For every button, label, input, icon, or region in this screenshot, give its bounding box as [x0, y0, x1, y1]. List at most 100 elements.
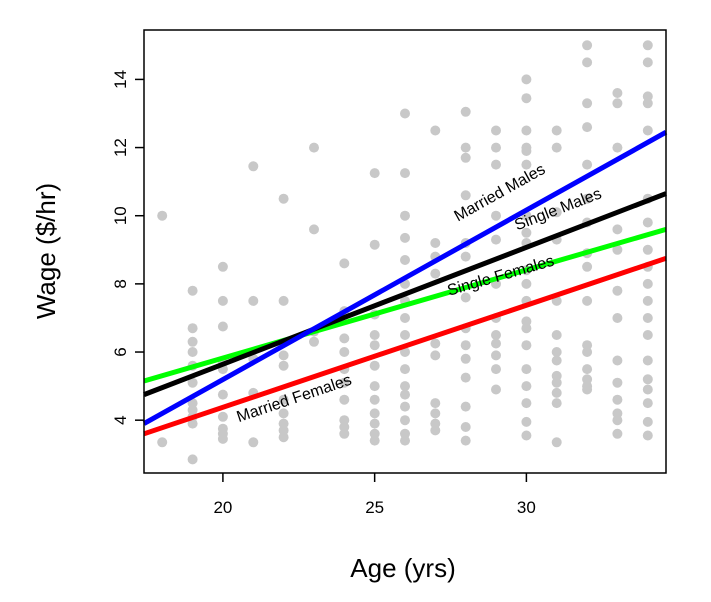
data-point [642, 416, 653, 427]
data-point [521, 146, 532, 156]
data-point [248, 437, 259, 448]
data-point [642, 430, 653, 441]
data-point [460, 106, 471, 117]
data-point [400, 389, 410, 400]
data-point [369, 360, 380, 371]
data-point [642, 98, 653, 109]
y-axis: 4 6 8 10 12 14 [111, 70, 144, 425]
line-single-females [143, 226, 667, 384]
data-point [187, 285, 198, 296]
data-point [521, 340, 532, 351]
data-point [460, 190, 471, 201]
data-point [217, 261, 228, 272]
data-point [248, 161, 259, 172]
line-single-males [143, 191, 667, 397]
data-point [369, 394, 380, 405]
data-point [460, 251, 471, 262]
data-point [430, 125, 441, 136]
data-point [460, 353, 471, 364]
data-point [278, 432, 289, 443]
plot-frame [143, 29, 667, 474]
data-point [642, 355, 653, 366]
data-point [460, 292, 471, 303]
data-point [612, 98, 623, 109]
data-point [460, 142, 471, 153]
data-point [339, 333, 350, 344]
data-point [521, 74, 532, 85]
data-point [582, 57, 593, 68]
scatter-points [157, 40, 653, 465]
data-point [339, 347, 350, 357]
data-point [187, 336, 198, 347]
data-point [400, 232, 410, 243]
data-point [521, 381, 532, 392]
data-point [460, 152, 471, 163]
data-point [278, 360, 289, 371]
data-point [521, 398, 532, 409]
data-point [612, 285, 623, 296]
data-point [430, 338, 441, 349]
data-point [400, 364, 410, 375]
data-point [217, 321, 228, 332]
data-point [642, 125, 653, 136]
data-point [582, 364, 593, 375]
data-point [491, 234, 501, 245]
data-point [582, 261, 593, 272]
data-point [551, 355, 562, 366]
data-point [612, 394, 623, 405]
y-tick-label: 12 [111, 138, 130, 157]
data-point [642, 278, 653, 289]
data-point [400, 210, 410, 221]
data-point [612, 428, 623, 439]
data-point [187, 347, 198, 357]
data-point [400, 313, 410, 323]
data-point [642, 91, 653, 102]
data-point [339, 428, 350, 439]
data-point [217, 433, 228, 444]
data-point [612, 313, 623, 323]
data-point [491, 338, 501, 349]
data-point [369, 340, 380, 351]
data-point [400, 255, 410, 265]
data-point [430, 425, 441, 436]
data-point [400, 108, 410, 119]
data-point [157, 437, 168, 448]
data-point [460, 401, 471, 412]
line-married-females [143, 255, 667, 437]
data-point [642, 384, 653, 395]
data-point [551, 347, 562, 357]
data-point [278, 408, 289, 419]
data-point [369, 168, 380, 179]
data-point [491, 159, 501, 170]
data-point [521, 430, 532, 441]
data-point [491, 210, 501, 221]
data-point [430, 268, 441, 279]
data-point [612, 415, 623, 426]
data-point [187, 454, 198, 465]
y-axis-title: Wage ($/hr) [31, 183, 61, 319]
data-point [309, 336, 319, 347]
x-axis: 20 25 30 [213, 473, 536, 517]
x-tick-label: 20 [213, 498, 232, 517]
data-point [491, 364, 501, 375]
data-point [460, 422, 471, 432]
data-point [248, 295, 259, 306]
data-point [612, 355, 623, 366]
data-point [460, 435, 471, 446]
data-point [309, 142, 319, 153]
data-point [521, 416, 532, 427]
data-point [369, 408, 380, 419]
data-point [491, 330, 501, 340]
data-point [339, 394, 350, 405]
data-point [339, 258, 350, 269]
y-tick-label: 8 [111, 279, 130, 288]
data-point [521, 159, 532, 170]
data-point [187, 418, 198, 429]
line-married-males [142, 130, 668, 426]
data-point [491, 142, 501, 153]
data-point [521, 278, 532, 289]
data-point [400, 381, 410, 392]
data-point [187, 377, 198, 388]
data-point [521, 227, 532, 238]
